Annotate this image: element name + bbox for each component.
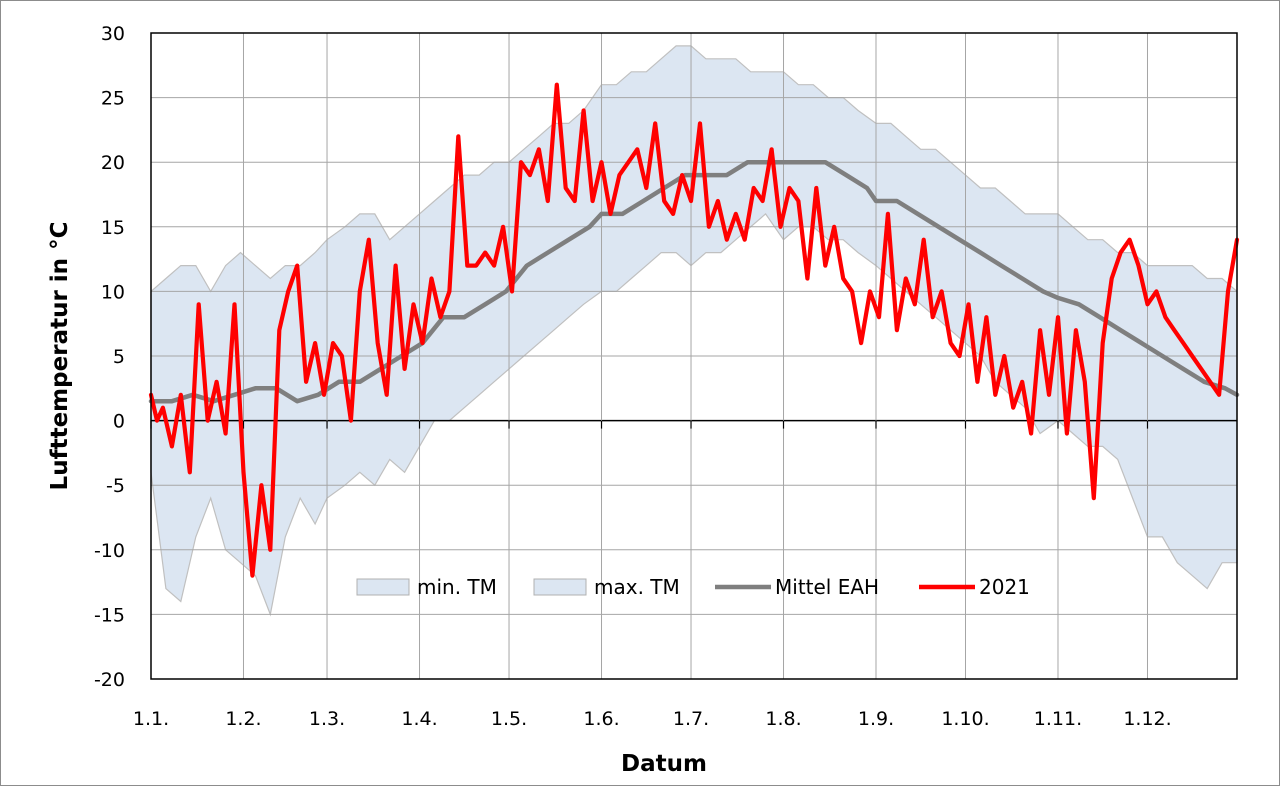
- legend-label: Mittel EAH: [775, 575, 879, 599]
- y-tick-label: -5: [106, 475, 125, 497]
- grid-layer: [150, 33, 1237, 679]
- y-tick-label: 30: [101, 23, 125, 45]
- legend: min. TM max. TM Mittel EAH 2021: [356, 575, 1030, 599]
- legend-swatch: [533, 578, 587, 596]
- x-tick-label: 1.8.: [765, 708, 801, 730]
- legend-label: max. TM: [594, 575, 680, 599]
- x-tick-label: 1.11.: [1034, 708, 1082, 730]
- y-tick-label: 5: [113, 346, 125, 368]
- y-tick-label: -20: [94, 669, 125, 691]
- y-tick-label: 25: [101, 88, 125, 110]
- y-tick-label: -15: [94, 604, 125, 626]
- x-tick-label: 1.7.: [673, 708, 709, 730]
- x-tick-label: 1.9.: [858, 708, 894, 730]
- x-tick-label: 1.2.: [225, 708, 261, 730]
- plot-border: [150, 32, 1238, 680]
- y-tick-label: 0: [113, 411, 125, 433]
- x-tick-label: 1.10.: [941, 708, 989, 730]
- y-tick-label: 20: [101, 152, 125, 174]
- x-tick-label: 1.1.: [133, 708, 169, 730]
- y-tick-label: -10: [94, 540, 125, 562]
- x-tick-label: 1.5.: [491, 708, 527, 730]
- x-tick-label: 1.12.: [1123, 708, 1171, 730]
- x-tick-label: 1.6.: [583, 708, 619, 730]
- legend-label: 2021: [979, 575, 1030, 599]
- x-tick-label: 1.4.: [401, 708, 437, 730]
- x-tick-label: 1.3.: [309, 708, 345, 730]
- legend-swatch: [356, 578, 410, 596]
- y-tick-layer: 30 25 20 15 10 5 0 -5 -10 -15 -20: [94, 23, 125, 691]
- line-layer: [148, 82, 1240, 578]
- series-line-2021: [148, 82, 1240, 578]
- legend-label: min. TM: [417, 575, 497, 599]
- x-tick-layer: 1.1. 1.2. 1.3. 1.4. 1.5. 1.6. 1.7. 1.8. 1.9. 1.10…: [133, 708, 1172, 730]
- y-tick-label: 10: [101, 281, 125, 303]
- y-tick-label: 15: [101, 217, 125, 239]
- y-axis-title: Lufttemperatur in °C: [47, 222, 73, 491]
- x-axis-title: Datum: [621, 751, 707, 777]
